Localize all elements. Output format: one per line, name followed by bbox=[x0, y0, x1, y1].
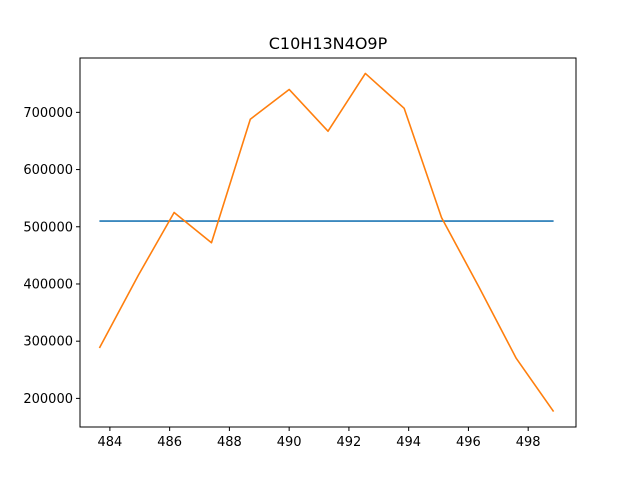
x-tick-label: 492 bbox=[337, 435, 362, 450]
y-tick-label: 200000 bbox=[23, 392, 73, 407]
x-tick-label: 484 bbox=[97, 435, 122, 450]
y-tick-label: 500000 bbox=[23, 220, 73, 235]
x-tick-label: 496 bbox=[456, 435, 481, 450]
y-axis: 200000 300000 400000 500000 600000 700000 bbox=[23, 106, 80, 407]
x-tick-label: 494 bbox=[396, 435, 421, 450]
x-axis: 484 486 488 490 492 494 496 498 bbox=[97, 427, 541, 450]
x-tick-label: 490 bbox=[277, 435, 302, 450]
chart-title: C10H13N4O9P bbox=[269, 34, 388, 53]
x-tick-label: 488 bbox=[217, 435, 242, 450]
y-tick-label: 300000 bbox=[23, 335, 73, 350]
y-tick-label: 700000 bbox=[23, 106, 73, 121]
x-tick-label: 486 bbox=[157, 435, 182, 450]
y-tick-label: 600000 bbox=[23, 163, 73, 178]
plot-lines bbox=[98, 72, 555, 413]
plot-frame bbox=[79, 57, 577, 428]
x-tick-label: 498 bbox=[516, 435, 541, 450]
y-tick-label: 400000 bbox=[23, 277, 73, 292]
series-line-2 bbox=[98, 72, 555, 413]
